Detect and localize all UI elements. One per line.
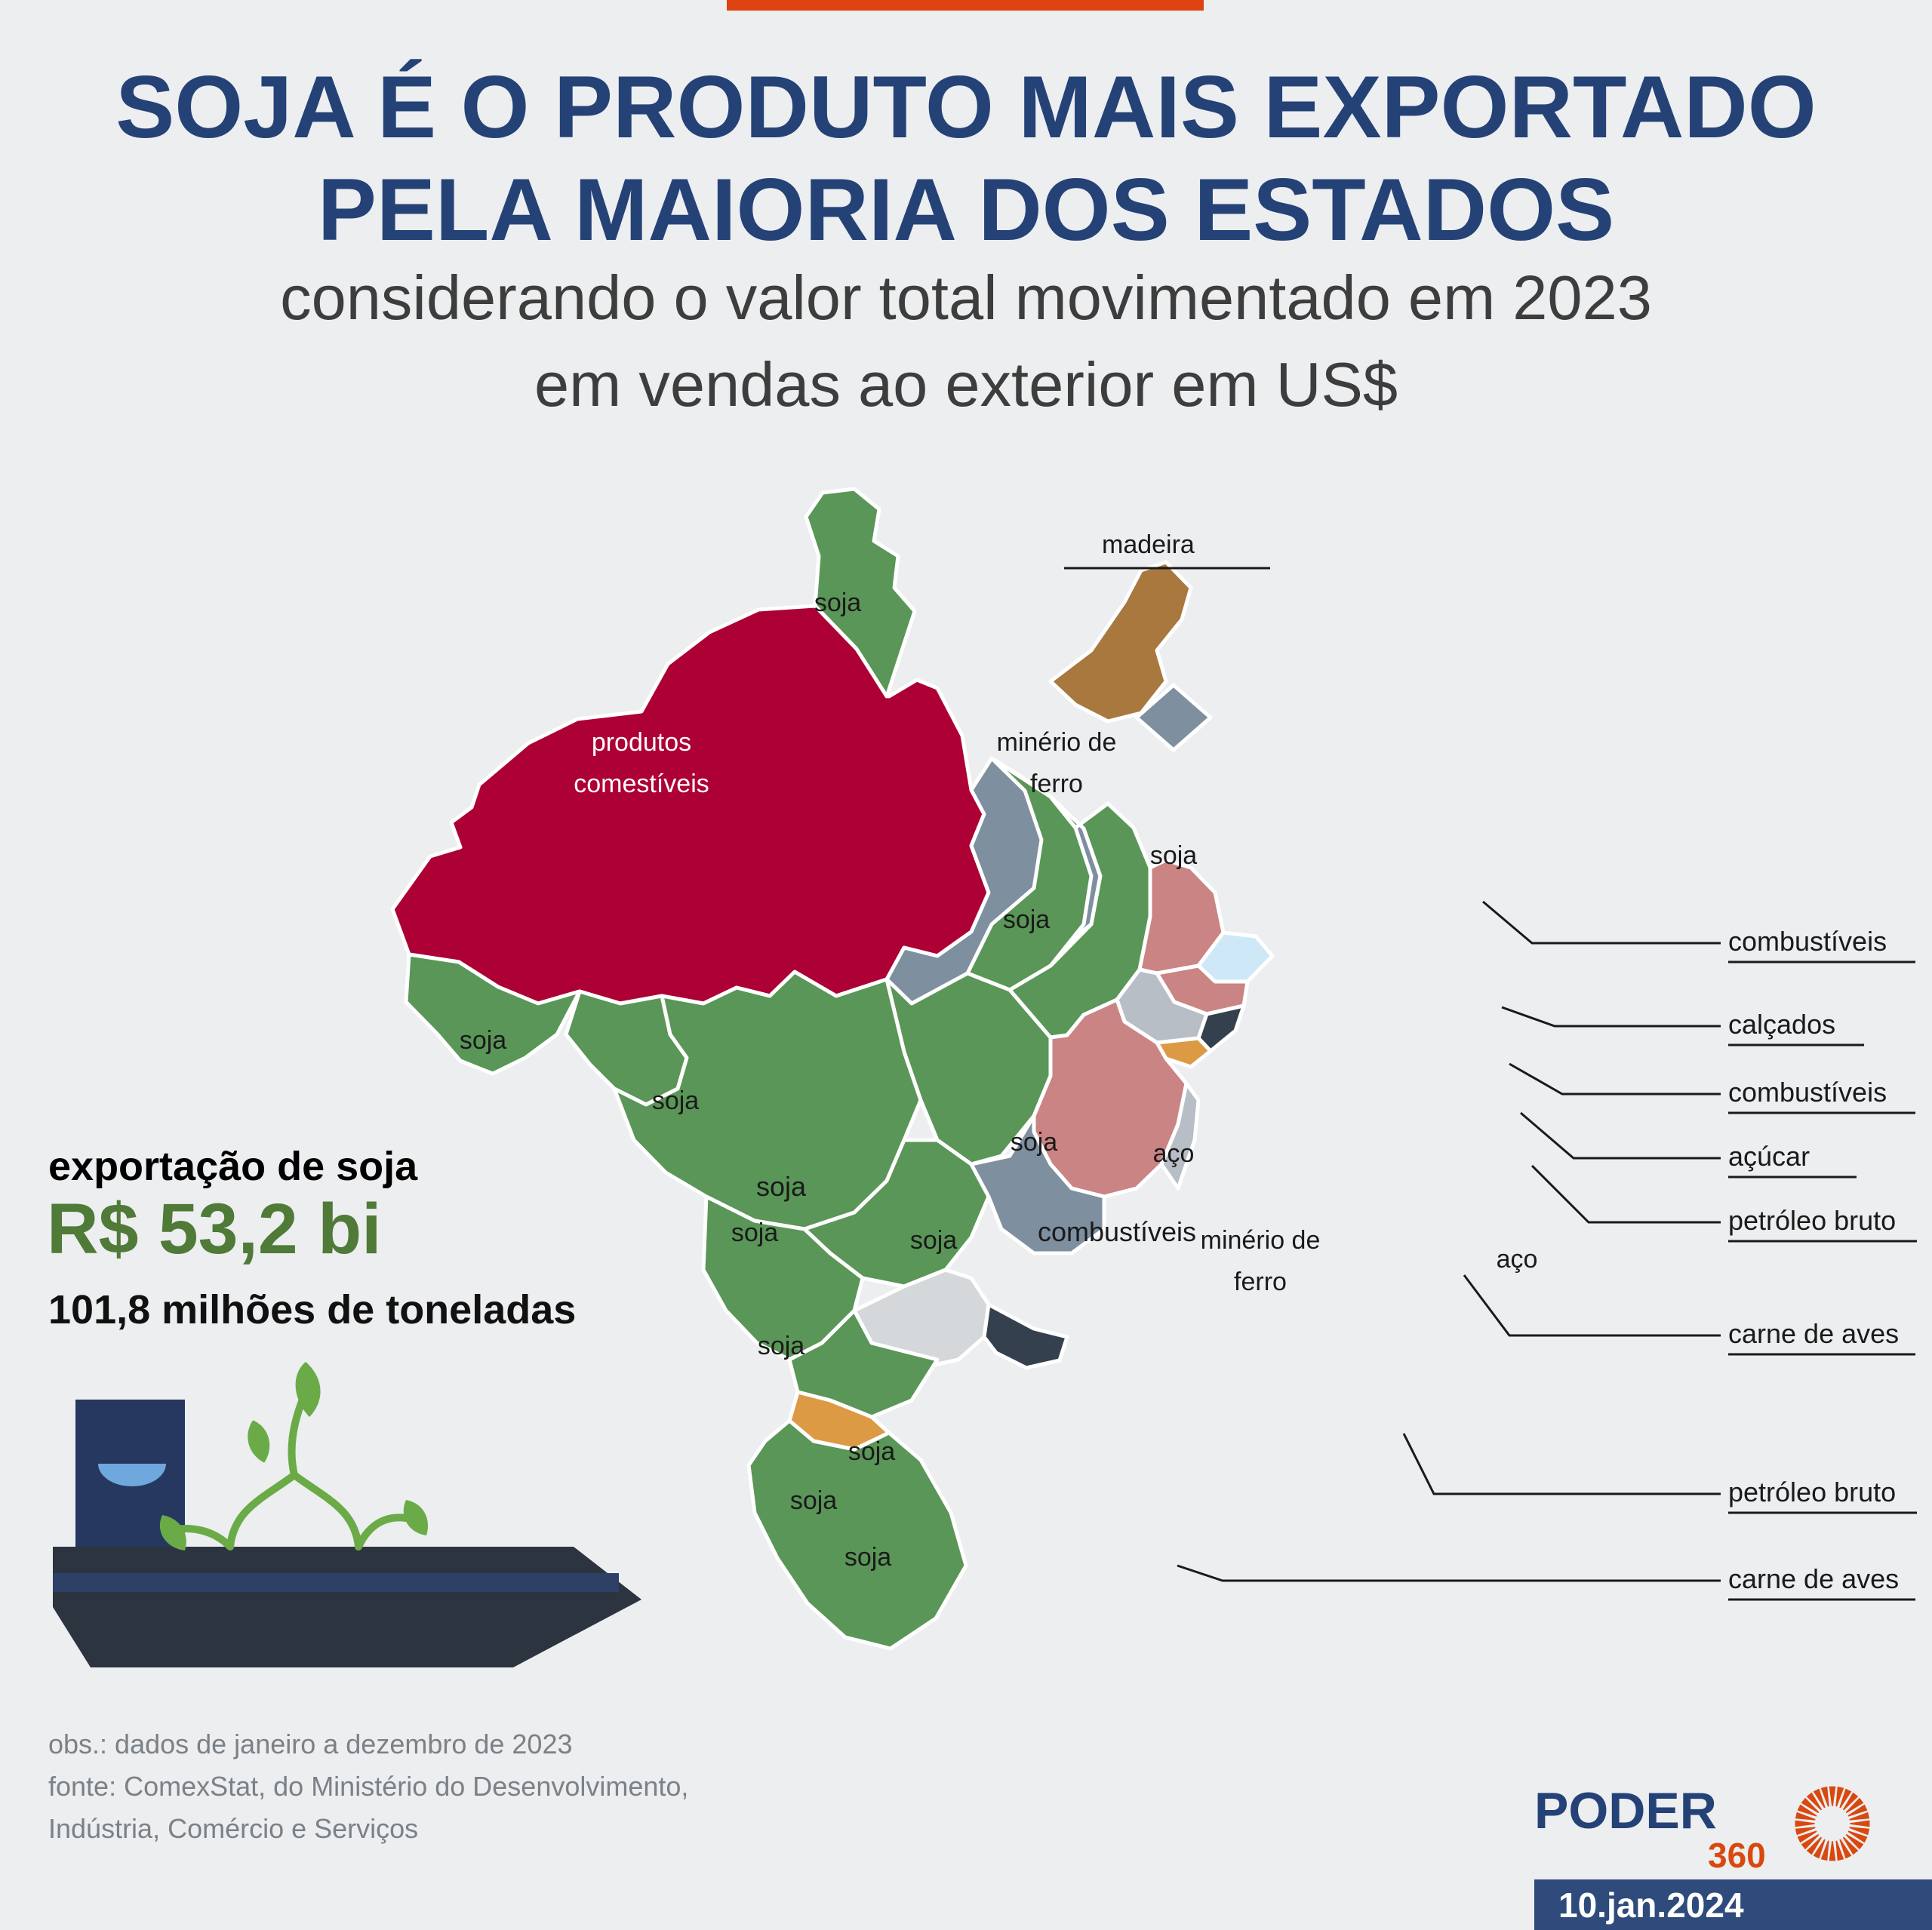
svg-text:açúcar: açúcar: [1728, 1141, 1810, 1172]
svg-text:carne de aves: carne de aves: [1728, 1563, 1899, 1594]
svg-text:petróleo bruto: petróleo bruto: [1728, 1205, 1896, 1236]
svg-text:petróleo bruto: petróleo bruto: [1728, 1477, 1896, 1507]
svg-text:calçados: calçados: [1728, 1009, 1835, 1040]
svg-text:combustíveis: combustíveis: [1728, 926, 1887, 957]
svg-text:carne de aves: carne de aves: [1728, 1318, 1899, 1349]
svg-text:combustíveis: combustíveis: [1728, 1077, 1887, 1108]
